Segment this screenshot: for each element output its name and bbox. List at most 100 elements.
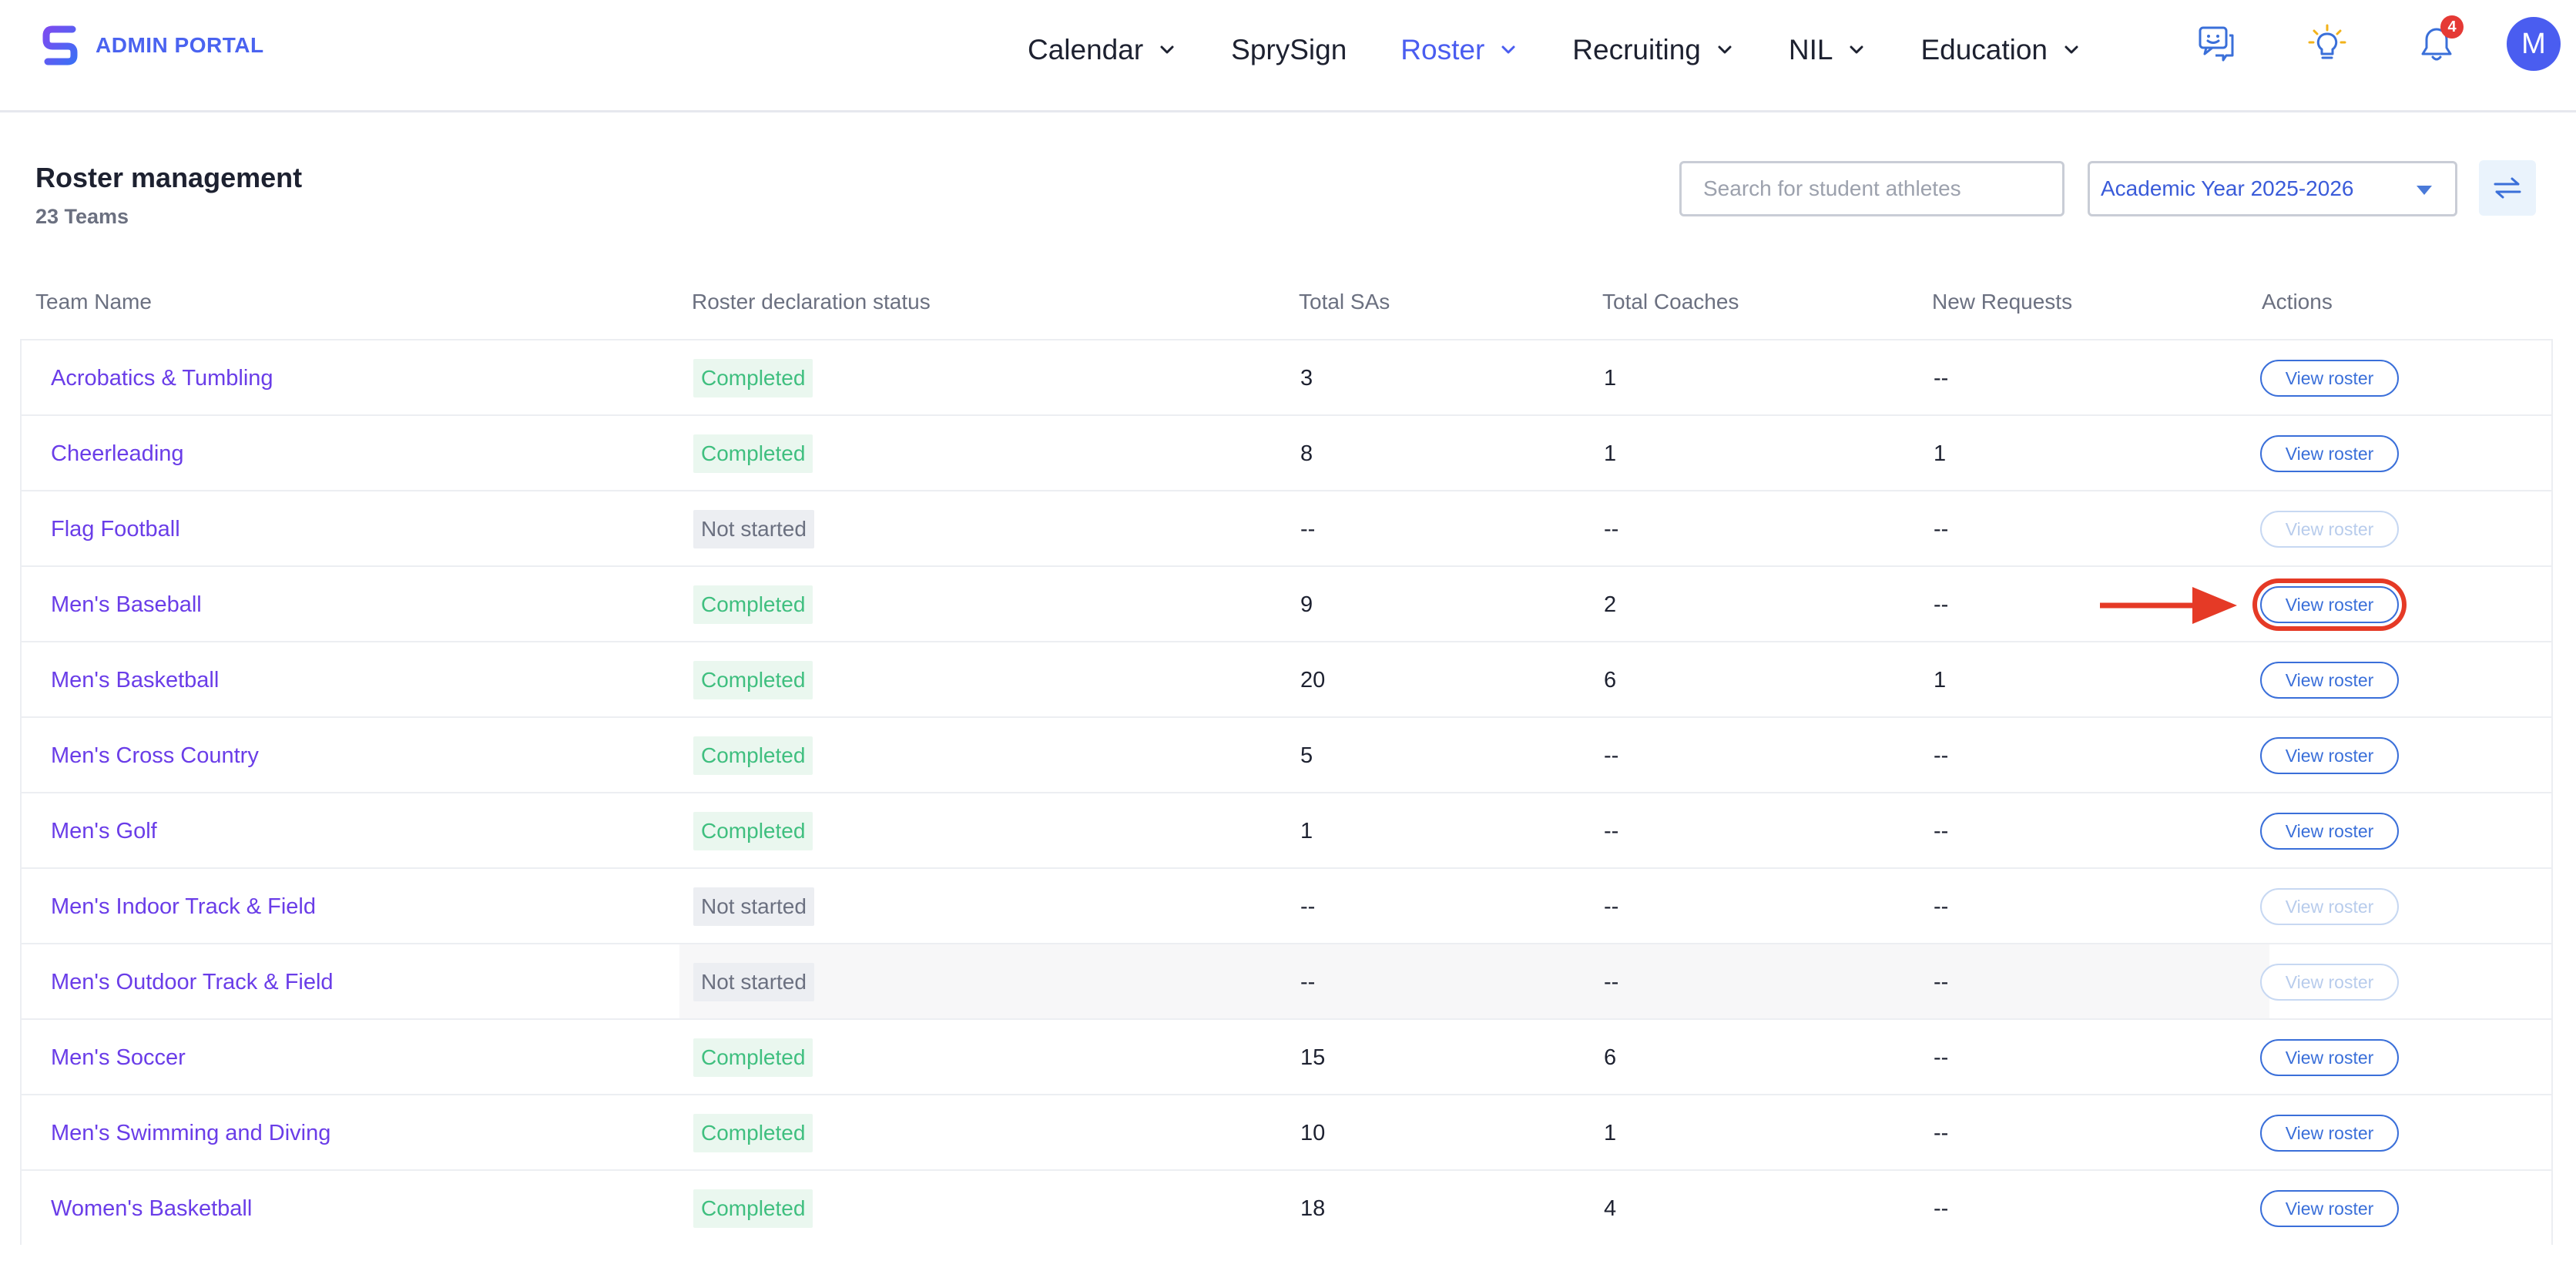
view-roster-button[interactable]: View roster	[2260, 813, 2399, 850]
actions-cell: View roster	[2260, 793, 2399, 869]
nav-item-education[interactable]: Education	[1920, 34, 2081, 66]
total-sas: --	[1300, 894, 1316, 919]
view-roster-button: View roster	[2260, 888, 2399, 925]
status-cell: Completed	[693, 416, 813, 491]
top-navigation-bar: ADMIN PORTAL Calendar SprySign Roster Recru…	[0, 0, 2576, 112]
status-badge: Completed	[693, 1038, 813, 1077]
actions-cell: View roster	[2260, 491, 2399, 567]
team-name-link[interactable]: Women's Basketball	[51, 1196, 253, 1221]
view-roster-button[interactable]: View roster	[2260, 586, 2399, 623]
actions-cell: View roster	[2260, 1095, 2399, 1171]
nav-item-sprysign[interactable]: SprySign	[1231, 34, 1347, 66]
total-coaches: --	[1604, 818, 1619, 843]
new-requests: --	[1934, 592, 1949, 617]
total-sas: 20	[1300, 667, 1326, 693]
view-roster-button[interactable]: View roster	[2260, 662, 2399, 699]
nav-item-label: Calendar	[1028, 34, 1144, 65]
new-requests: --	[1934, 1196, 1949, 1221]
ideas-button[interactable]	[2303, 20, 2351, 68]
new-requests: 1	[1934, 441, 1947, 466]
academic-year-select[interactable]: Academic Year 2025-2026	[2088, 161, 2457, 216]
total-sas: 5	[1300, 743, 1313, 768]
column-header-status: Roster declaration status	[692, 290, 931, 314]
team-name-link[interactable]: Acrobatics & Tumbling	[51, 365, 273, 391]
annotation-arrow-icon	[2100, 587, 2237, 624]
status-badge: Completed	[693, 585, 813, 624]
view-roster-button[interactable]: View roster	[2260, 737, 2399, 774]
status-badge: Not started	[693, 887, 814, 926]
team-name-link[interactable]: Men's Outdoor Track & Field	[51, 969, 334, 994]
chat-support-button[interactable]	[2192, 20, 2240, 68]
status-badge: Completed	[693, 661, 813, 699]
status-badge: Completed	[693, 812, 813, 850]
table-row: Men's Soccer Completed 15 6 -- View roster	[20, 1018, 2553, 1094]
total-coaches: 4	[1604, 1196, 1617, 1221]
nav-item-nil[interactable]: NIL	[1789, 34, 1867, 66]
status-cell: Completed	[693, 1020, 813, 1095]
new-requests: --	[1934, 1045, 1949, 1070]
total-sas: 10	[1300, 1120, 1326, 1145]
total-coaches: --	[1604, 969, 1619, 994]
total-coaches: 6	[1604, 667, 1617, 693]
table-row: Men's Outdoor Track & Field Not started --…	[20, 943, 2553, 1018]
table-row: Men's Swimming and Diving Completed 10 1 -- V…	[20, 1094, 2553, 1169]
team-name-link[interactable]: Cheerleading	[51, 441, 184, 466]
team-name-link[interactable]: Men's Swimming and Diving	[51, 1120, 331, 1145]
total-coaches: 1	[1604, 1120, 1617, 1145]
team-name-link[interactable]: Men's Basketball	[51, 667, 220, 693]
column-header-actions: Actions	[2262, 290, 2333, 314]
status-badge: Not started	[693, 510, 814, 548]
view-roster-button[interactable]: View roster	[2260, 1115, 2399, 1152]
status-cell: Not started	[693, 944, 814, 1020]
table-row: Acrobatics & Tumbling Completed 3 1 -- View r…	[20, 339, 2553, 414]
new-requests: --	[1934, 516, 1949, 542]
status-cell: Completed	[693, 718, 813, 793]
view-roster-button[interactable]: View roster	[2260, 360, 2399, 397]
main-nav: Calendar SprySign Roster Recruiting NIL Educa…	[1028, 28, 2135, 72]
notifications-button[interactable]: 4	[2413, 15, 2464, 68]
actions-cell: View roster	[2260, 869, 2399, 944]
swap-view-button[interactable]	[2479, 160, 2536, 216]
total-sas: 1	[1300, 818, 1313, 843]
actions-cell: View roster	[2260, 1171, 2399, 1246]
view-roster-button: View roster	[2260, 964, 2399, 1001]
status-cell: Not started	[693, 869, 814, 944]
table-row: Men's Baseball Completed 9 2 -- View roster	[20, 565, 2553, 641]
search-input[interactable]	[1679, 161, 2064, 216]
column-header-total-sas: Total SAs	[1299, 290, 1390, 314]
view-roster-button[interactable]: View roster	[2260, 1190, 2399, 1227]
nav-item-label: SprySign	[1231, 34, 1347, 65]
total-coaches: --	[1604, 743, 1619, 768]
total-coaches: 1	[1604, 441, 1617, 466]
view-roster-button: View roster	[2260, 511, 2399, 548]
new-requests: --	[1934, 969, 1949, 994]
nav-item-recruiting[interactable]: Recruiting	[1572, 34, 1735, 66]
view-roster-button[interactable]: View roster	[2260, 435, 2399, 472]
total-coaches: --	[1604, 516, 1619, 542]
team-name-link[interactable]: Men's Baseball	[51, 592, 202, 617]
view-roster-button[interactable]: View roster	[2260, 1039, 2399, 1076]
new-requests: --	[1934, 365, 1949, 391]
status-badge: Completed	[693, 359, 813, 397]
chevron-down-icon	[1160, 45, 1174, 54]
team-name-link[interactable]: Men's Golf	[51, 818, 157, 843]
table-row: Men's Cross Country Completed 5 -- -- View ro…	[20, 716, 2553, 792]
team-name-link[interactable]: Men's Indoor Track & Field	[51, 894, 317, 919]
nav-item-calendar[interactable]: Calendar	[1028, 34, 1177, 66]
team-name-link[interactable]: Men's Soccer	[51, 1045, 186, 1070]
nav-item-roster[interactable]: Roster	[1400, 34, 1518, 66]
team-count: 23 Teams	[35, 205, 129, 228]
column-header-team: Team Name	[35, 290, 152, 314]
table-row: Men's Indoor Track & Field Not started -- -…	[20, 867, 2553, 943]
nav-item-label: Recruiting	[1572, 34, 1701, 65]
brand-name: ADMIN PORTAL	[96, 33, 264, 57]
team-name-link[interactable]: Men's Cross Country	[51, 743, 259, 768]
brand[interactable]: ADMIN PORTAL	[42, 22, 264, 69]
status-badge: Completed	[693, 1189, 813, 1228]
status-badge: Not started	[693, 963, 814, 1001]
status-cell: Completed	[693, 642, 813, 718]
team-name-link[interactable]: Flag Football	[51, 516, 180, 542]
table-row: Men's Basketball Completed 20 6 1 View roster	[20, 641, 2553, 716]
user-avatar[interactable]: M	[2507, 17, 2561, 71]
column-header-total-coaches: Total Coaches	[1602, 290, 1739, 314]
